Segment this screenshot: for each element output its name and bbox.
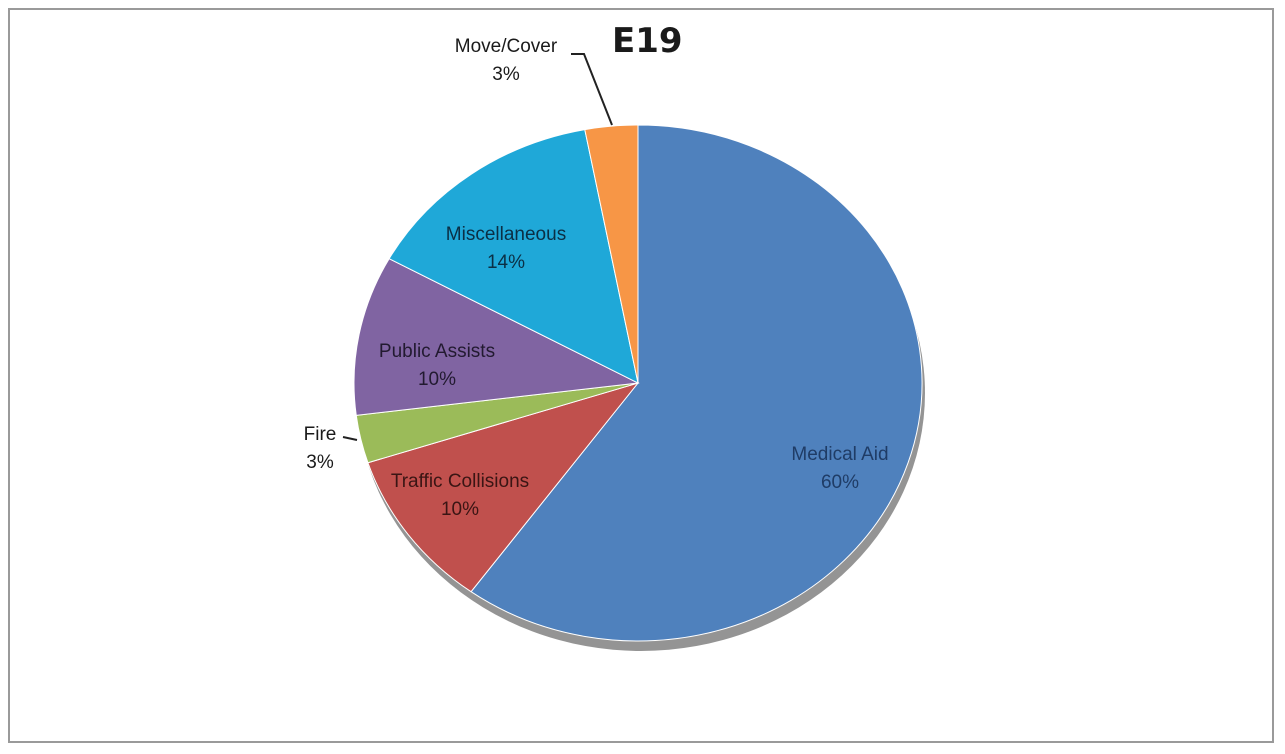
pie-slice-move-cover bbox=[584, 124, 639, 384]
pie-slice-miscellaneous bbox=[388, 128, 639, 384]
slice-value-label-fire: 3% bbox=[306, 452, 334, 473]
slice-label-fire: Fire bbox=[304, 424, 337, 445]
slice-label-move-cover: Move/Cover bbox=[455, 36, 558, 57]
leader-line-fire bbox=[342, 436, 358, 441]
slice-label-medical-aid: Medical Aid bbox=[791, 444, 888, 465]
chart-title: E19 bbox=[612, 21, 683, 61]
leader-line-move-cover bbox=[571, 53, 613, 126]
slice-value-label-medical-aid: 60% bbox=[821, 472, 859, 493]
pie-slice-traffic-collisions bbox=[367, 382, 640, 593]
slice-labels: Medical Aid 60% Traffic Collisions 10% Fire 3… bbox=[304, 36, 889, 520]
slice-value-label-move-cover: 3% bbox=[492, 64, 520, 85]
slice-label-miscellaneous: Miscellaneous bbox=[446, 224, 566, 245]
leader-lines bbox=[342, 53, 613, 441]
slice-label-traffic-collisions: Traffic Collisions bbox=[391, 471, 529, 492]
pie-slice-medical-aid bbox=[470, 124, 923, 642]
slice-value-label-miscellaneous: 14% bbox=[487, 252, 525, 273]
pie-slice-public-assists bbox=[353, 258, 640, 416]
slice-label-public-assists: Public Assists bbox=[379, 341, 495, 362]
pie-slices bbox=[353, 124, 923, 642]
slice-value-label-traffic-collisions: 10% bbox=[441, 499, 479, 520]
slice-value-label-public-assists: 10% bbox=[418, 369, 456, 390]
